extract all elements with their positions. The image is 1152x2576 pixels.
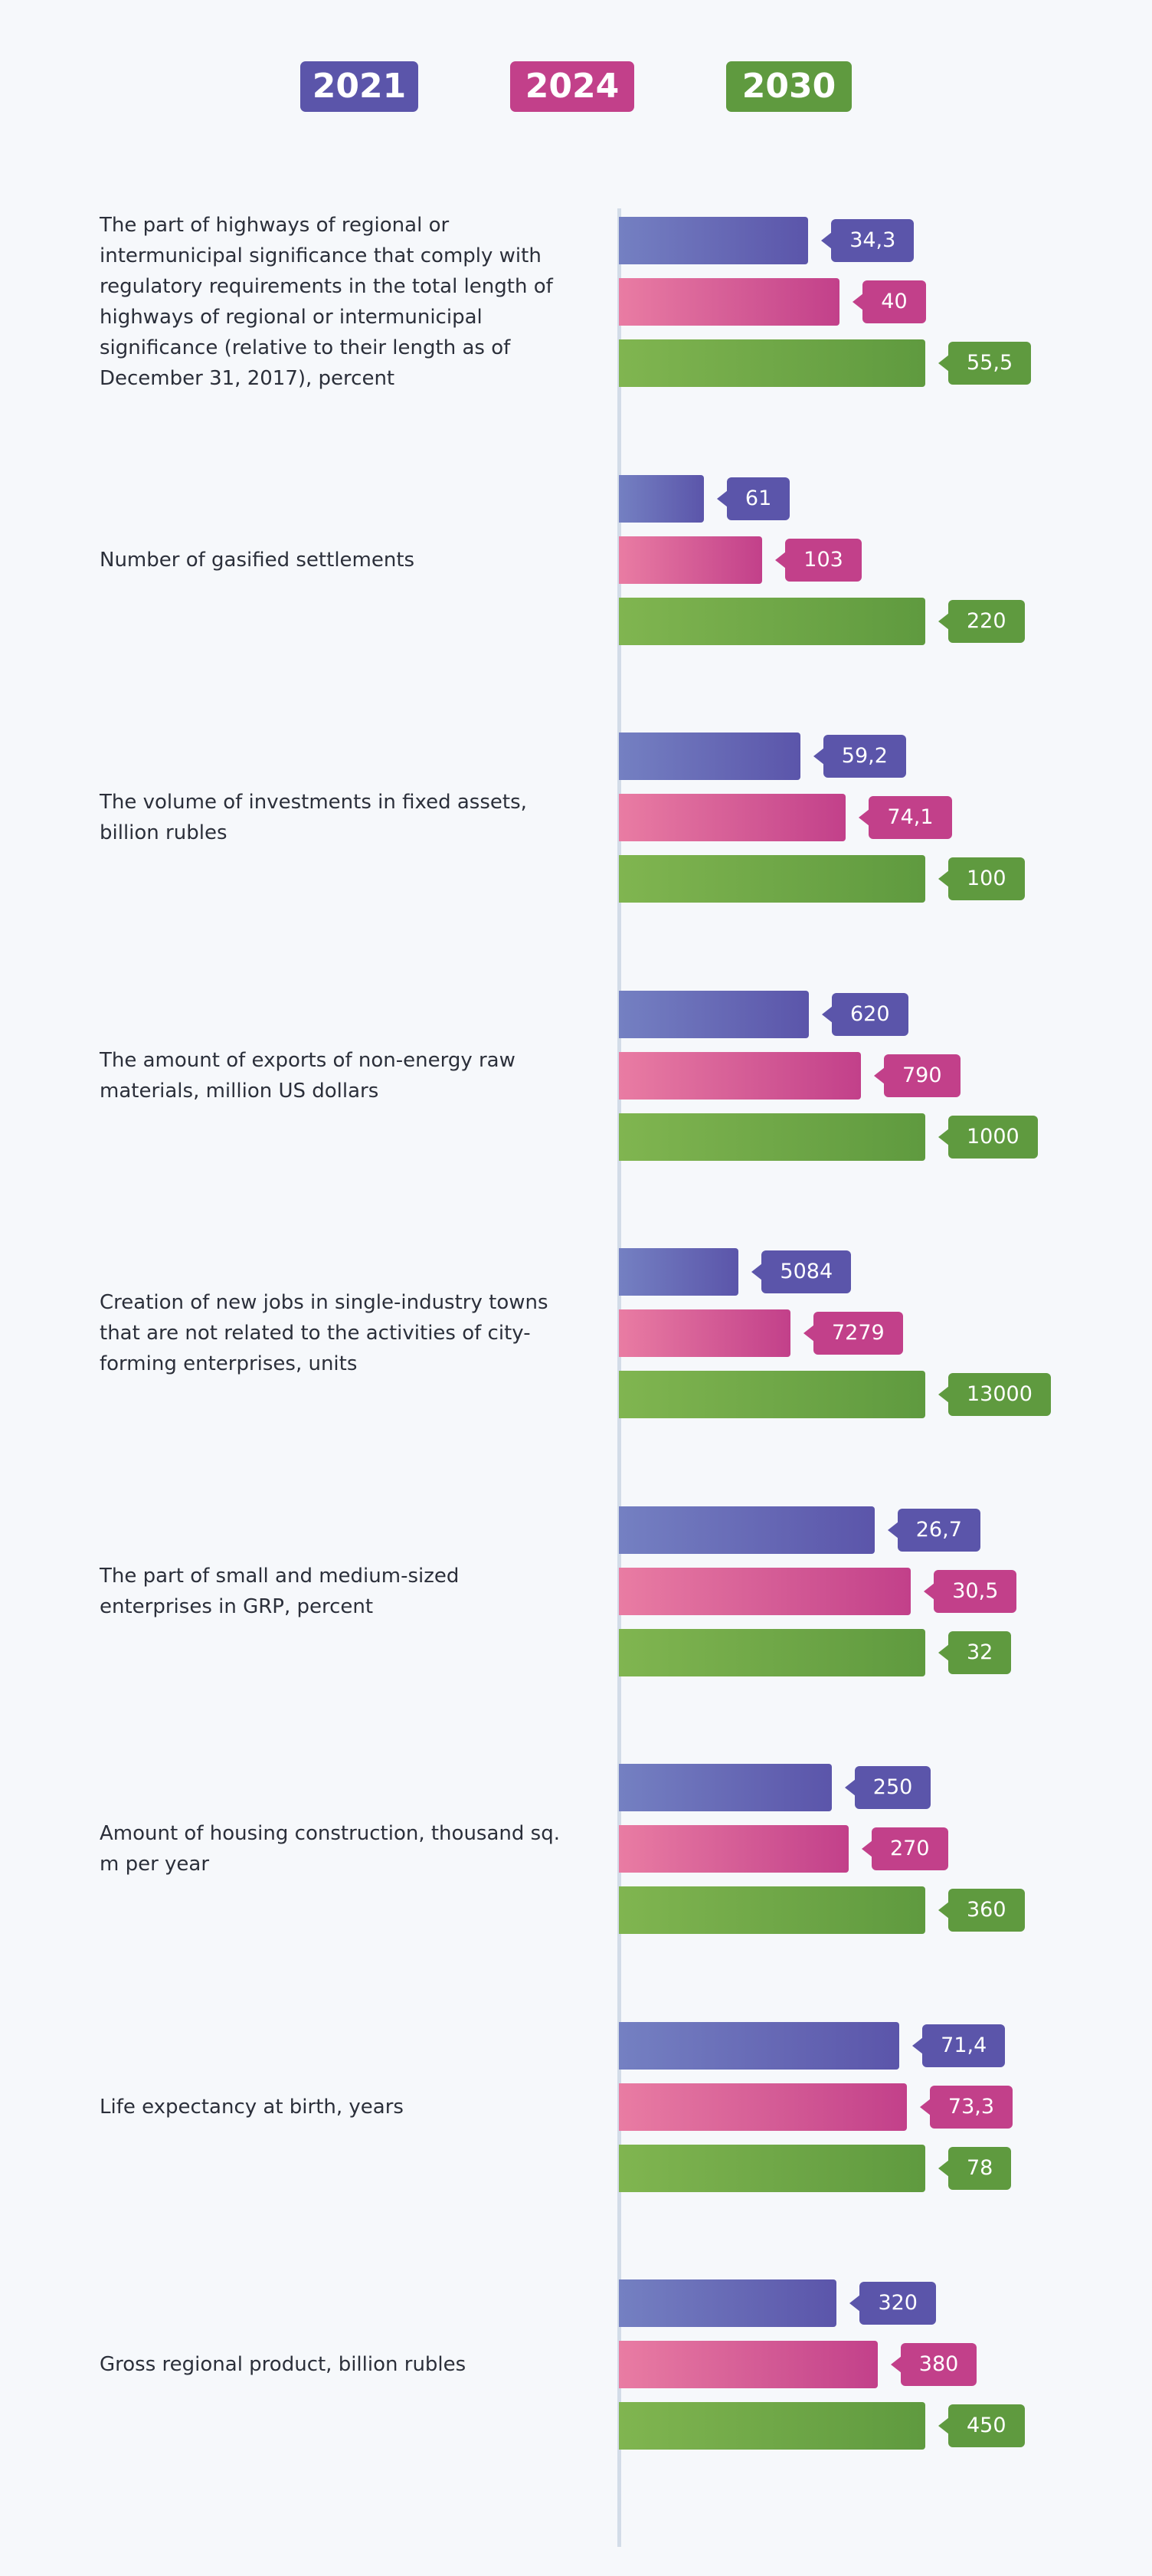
value-label-2024: 30,5 bbox=[934, 1569, 1017, 1613]
bar-2024 bbox=[619, 2341, 878, 2388]
value-label-2024: 790 bbox=[884, 1054, 961, 1097]
value-label-2021: 26,7 bbox=[897, 1508, 980, 1552]
value-label-2030: 1000 bbox=[948, 1115, 1038, 1159]
legend-2024: 2024 bbox=[510, 61, 634, 112]
bar-2021 bbox=[619, 217, 809, 264]
value-label-2024: 7279 bbox=[813, 1312, 903, 1355]
value-label-2024: 40 bbox=[862, 280, 926, 323]
bar-2030 bbox=[619, 339, 925, 387]
bar-2024 bbox=[619, 1825, 849, 1873]
value-label-2024: 74,1 bbox=[869, 796, 952, 839]
value-label-2024: 270 bbox=[872, 1827, 948, 1870]
bar-2021 bbox=[619, 2279, 837, 2327]
group-label: The part of small and medium-sized enter… bbox=[100, 1564, 460, 1618]
bar-2030 bbox=[619, 1886, 925, 1934]
bar-2024 bbox=[619, 536, 763, 584]
value-label-2021: 59,2 bbox=[823, 735, 906, 778]
legend-2021: 2021 bbox=[300, 61, 418, 112]
value-label-2030: 78 bbox=[948, 2146, 1012, 2190]
bar-2021 bbox=[619, 1248, 739, 1296]
value-label-2021: 250 bbox=[854, 1766, 931, 1809]
value-label-2030: 13000 bbox=[948, 1373, 1051, 1416]
bar-2024 bbox=[619, 1567, 911, 1615]
bar-2030 bbox=[619, 1628, 925, 1676]
legend-2030: 2030 bbox=[726, 61, 852, 112]
bar-2021 bbox=[619, 474, 704, 523]
bar-2024 bbox=[619, 794, 846, 841]
value-label-2021: 620 bbox=[832, 992, 908, 1036]
group-label: Gross regional product, billion rubles bbox=[100, 2353, 466, 2376]
value-label-2024: 103 bbox=[785, 538, 862, 582]
bar-2024 bbox=[619, 278, 840, 326]
bar-2021 bbox=[619, 2021, 900, 2070]
bar-2030 bbox=[619, 1113, 925, 1161]
group-label: The amount of exports of non-energy raw … bbox=[100, 1048, 515, 1103]
value-label-2030: 32 bbox=[948, 1630, 1012, 1674]
group-label: The volume of investments in fixed asset… bbox=[100, 791, 527, 844]
group-label: Number of gasified settlements bbox=[100, 548, 415, 572]
value-label-2030: 220 bbox=[948, 599, 1025, 643]
value-label-2024: 380 bbox=[900, 2343, 977, 2386]
value-label-2021: 71,4 bbox=[922, 2024, 1006, 2067]
value-label-2030: 360 bbox=[948, 1889, 1025, 1932]
bar-2021 bbox=[619, 1764, 832, 1811]
value-label-2021: 61 bbox=[726, 477, 790, 520]
bar-2021 bbox=[619, 1506, 875, 1554]
bar-2030 bbox=[619, 597, 925, 645]
bar-2030 bbox=[619, 2402, 925, 2450]
bar-2030 bbox=[619, 1371, 925, 1418]
value-label-2021: 34,3 bbox=[831, 219, 915, 262]
value-label-2021: 320 bbox=[859, 2282, 936, 2325]
value-label-2021: 5084 bbox=[761, 1250, 852, 1293]
value-label-2030: 100 bbox=[948, 857, 1025, 900]
bar-2030 bbox=[619, 2144, 925, 2192]
bar-2021 bbox=[619, 732, 800, 780]
group-label: Creation of new jobs in single-industry … bbox=[100, 1291, 548, 1375]
bar-2024 bbox=[619, 1309, 790, 1357]
group-label: Amount of housing construction, thousand… bbox=[100, 1822, 560, 1876]
bar-2024 bbox=[619, 1051, 861, 1100]
bar-2024 bbox=[619, 2083, 907, 2131]
value-label-2030: 55,5 bbox=[948, 342, 1032, 385]
bar-2030 bbox=[619, 855, 925, 903]
group-label: The part of highways of regional or inte… bbox=[100, 214, 553, 390]
value-label-2024: 73,3 bbox=[929, 2085, 1013, 2129]
value-label-2030: 450 bbox=[948, 2404, 1025, 2447]
group-label: Life expectancy at birth, years bbox=[100, 2095, 404, 2119]
bar-2021 bbox=[619, 990, 809, 1038]
